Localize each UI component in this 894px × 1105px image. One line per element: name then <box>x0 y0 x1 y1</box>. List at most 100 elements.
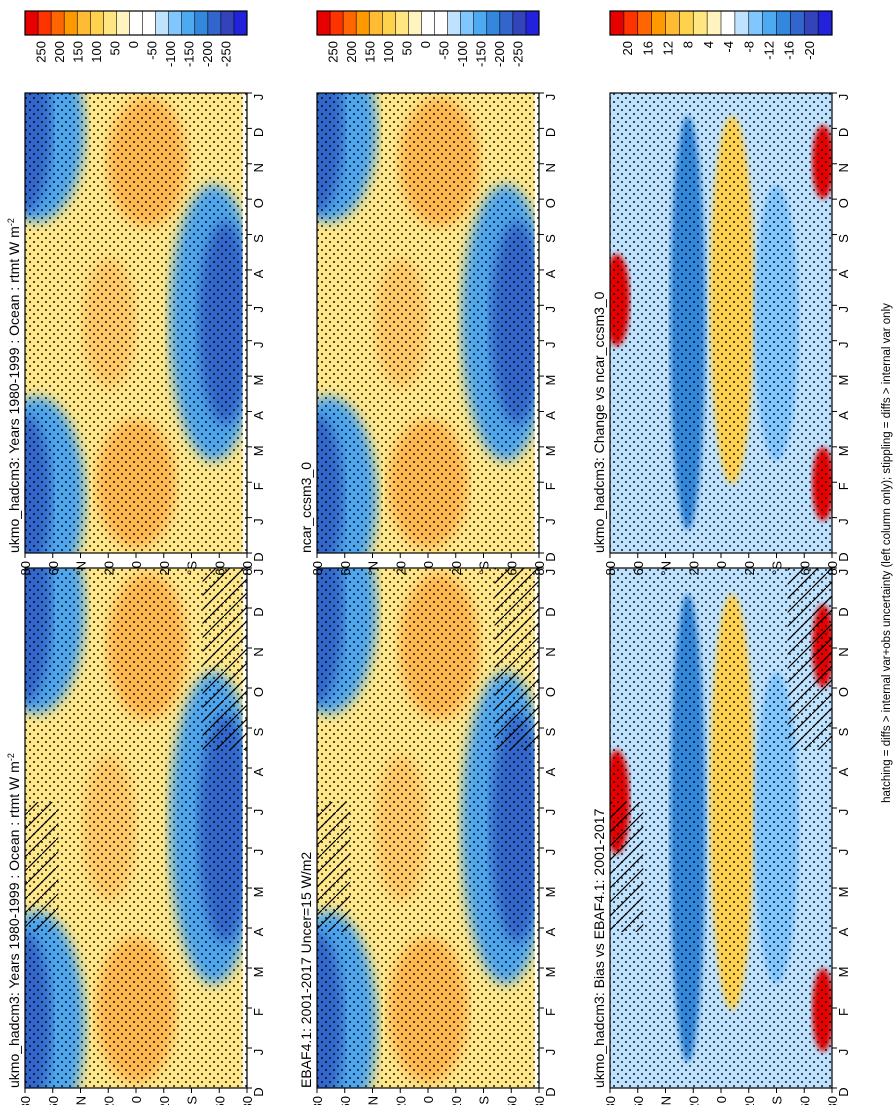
panel-6-colorbar-swatch <box>610 11 625 35</box>
panel-4-colorbar-swatch <box>90 11 104 35</box>
panel-2-lat-label: 80 <box>310 1096 325 1105</box>
panel-1-title: ukmo_hadcm3: Years 1980-1999 : Ocean : r… <box>6 753 22 1088</box>
panel-3-month-label: S <box>836 727 851 736</box>
panel-4-field <box>25 93 247 553</box>
panel-5-field <box>317 93 539 553</box>
panel-3-month-label: M <box>836 967 851 978</box>
panel-3-month-label: F <box>836 1008 851 1016</box>
panel-1-title-sup: -2 <box>6 753 16 761</box>
panel-4-lat-label: 20 <box>101 561 116 575</box>
panel-1-month-label: M <box>251 887 266 898</box>
panel-6-stippling <box>610 93 832 553</box>
panel-4-month-label: S <box>251 234 266 243</box>
panel-6-lat-label: 80 <box>603 561 618 575</box>
panel-5-stippling <box>317 93 539 553</box>
panel-5-colorbar-label: -150 <box>474 41 489 67</box>
panel-5-colorbar-swatch <box>434 11 449 35</box>
panel-2-lat-label: 20 <box>449 1096 464 1105</box>
panel-1-month-label: A <box>251 767 266 776</box>
panel-5-lat-label: 20 <box>393 561 408 575</box>
panel-4-month-label: M <box>251 375 266 386</box>
panel-6-colorbar-label: 8 <box>681 41 696 48</box>
panel-4-colorbar-frame <box>24 10 248 36</box>
panel-4-colorbar-swatch <box>181 11 196 35</box>
panel-6-month-label: A <box>836 411 851 420</box>
panel-5-month-label: J <box>543 306 558 313</box>
panel-4-month-label: J <box>251 306 266 313</box>
panel-1-field <box>25 568 247 1088</box>
panel-2-lat-label: °N <box>366 1096 381 1105</box>
panel-4-colorbar-swatch <box>25 11 39 35</box>
panel-5-colorbar-swatch <box>486 11 501 35</box>
panel-4-title-sup: -2 <box>6 218 16 226</box>
panel-4-stippling <box>25 93 247 553</box>
panel-1-month-label: J <box>251 809 266 816</box>
panel-5-month-label: J <box>543 94 558 101</box>
panel-1-month-label: S <box>251 727 266 736</box>
panel-6-month-label: J <box>836 306 851 313</box>
panel-5-colorbar-label: 250 <box>326 41 341 63</box>
panel-6-colorbar-swatch <box>707 11 722 35</box>
panel-5-colorbar-swatch <box>460 11 475 35</box>
panel-3-lat-label: 60 <box>797 1096 812 1105</box>
panel-3-month-label: D <box>836 1087 851 1096</box>
panel-6-colorbar-swatch <box>734 11 750 35</box>
panel-6-colorbar-swatch <box>790 11 805 35</box>
panel-5-colorbar-label: -50 <box>437 41 452 60</box>
panel-4-colorbar-label: -200 <box>200 41 215 67</box>
panel-3-month-label: J <box>836 849 851 856</box>
panel-4-colorbar-label: 200 <box>52 41 67 63</box>
panel-3-month-label: J <box>836 809 851 816</box>
panel-6-colorbar-swatch <box>776 11 791 35</box>
panel-6-month-label: J <box>836 94 851 101</box>
panel-4-month-label: J <box>251 518 266 525</box>
panel-2-hatching-a <box>494 568 539 750</box>
panel-3-month-label: A <box>836 927 851 936</box>
panel-5-month-label: O <box>543 198 558 208</box>
panel-5-colorbar-label: -250 <box>511 41 526 67</box>
panel-6-colorbar-label: -12 <box>761 41 776 60</box>
panel-2-month-label: S <box>543 727 558 736</box>
panel-4-month-label: M <box>251 445 266 456</box>
panel-3-lat-label: 20 <box>742 1096 757 1105</box>
panel-2-month-label: M <box>543 887 558 898</box>
panel-4-colorbar-label: 0 <box>126 41 141 48</box>
panel-5-title: ncar_ccsm3_0 <box>298 462 314 553</box>
panel-4-colorbar-swatch <box>51 11 65 35</box>
panel-1-month-label: F <box>251 1008 266 1016</box>
panel-2-lat-label: 60 <box>504 1096 519 1105</box>
panel-5-colorbar-swatch <box>473 11 488 35</box>
panel-6-month-label: D <box>836 128 851 137</box>
panel-2-month-label: O <box>543 687 558 697</box>
panel-5-lat-label: 80 <box>532 561 547 575</box>
panel-5-lat-label: °N <box>366 561 381 576</box>
panel-4-lat-label: 80 <box>240 561 255 575</box>
panel-6-month-label: N <box>836 163 851 172</box>
panel-4-colorbar: 250 200 150 100 50 0 -50 -100 -150 -200 -250 <box>24 10 248 67</box>
panel-6-colorbar-swatch <box>651 11 666 35</box>
panel-2-month-label: J <box>543 849 558 856</box>
panel-1-lat-label: °S <box>185 1096 200 1105</box>
panel-5-colorbar-swatch <box>421 11 436 35</box>
panel-1-month-label: J <box>251 849 266 856</box>
panel-4-month-label: J <box>251 94 266 101</box>
panel-5-colorbar-label: -100 <box>455 41 470 67</box>
panel-5-colorbar-swatch <box>317 11 331 35</box>
panel-3-hatching-b <box>610 802 644 932</box>
panel-6-colorbar-swatch <box>804 11 819 35</box>
panel-2-month-label: J <box>543 1049 558 1056</box>
panel-5-month-label: J <box>543 518 558 525</box>
panel-6-colorbar-label: -20 <box>802 41 817 60</box>
panel-5-month-label: D <box>543 128 558 137</box>
panel-4-colorbar-swatch <box>38 11 52 35</box>
panel-6-lat-label: 80 <box>825 561 840 575</box>
panel-6-month-label: J <box>836 518 851 525</box>
panel-2-month-label: J <box>543 569 558 576</box>
panel-6-colorbar-frame <box>609 10 833 36</box>
panel-2-month-label: J <box>543 809 558 816</box>
panel-5-colorbar-label: 100 <box>381 41 396 63</box>
panel-6-lat-label: °S <box>770 561 785 575</box>
panel-5-lat-label: 80 <box>310 561 325 575</box>
